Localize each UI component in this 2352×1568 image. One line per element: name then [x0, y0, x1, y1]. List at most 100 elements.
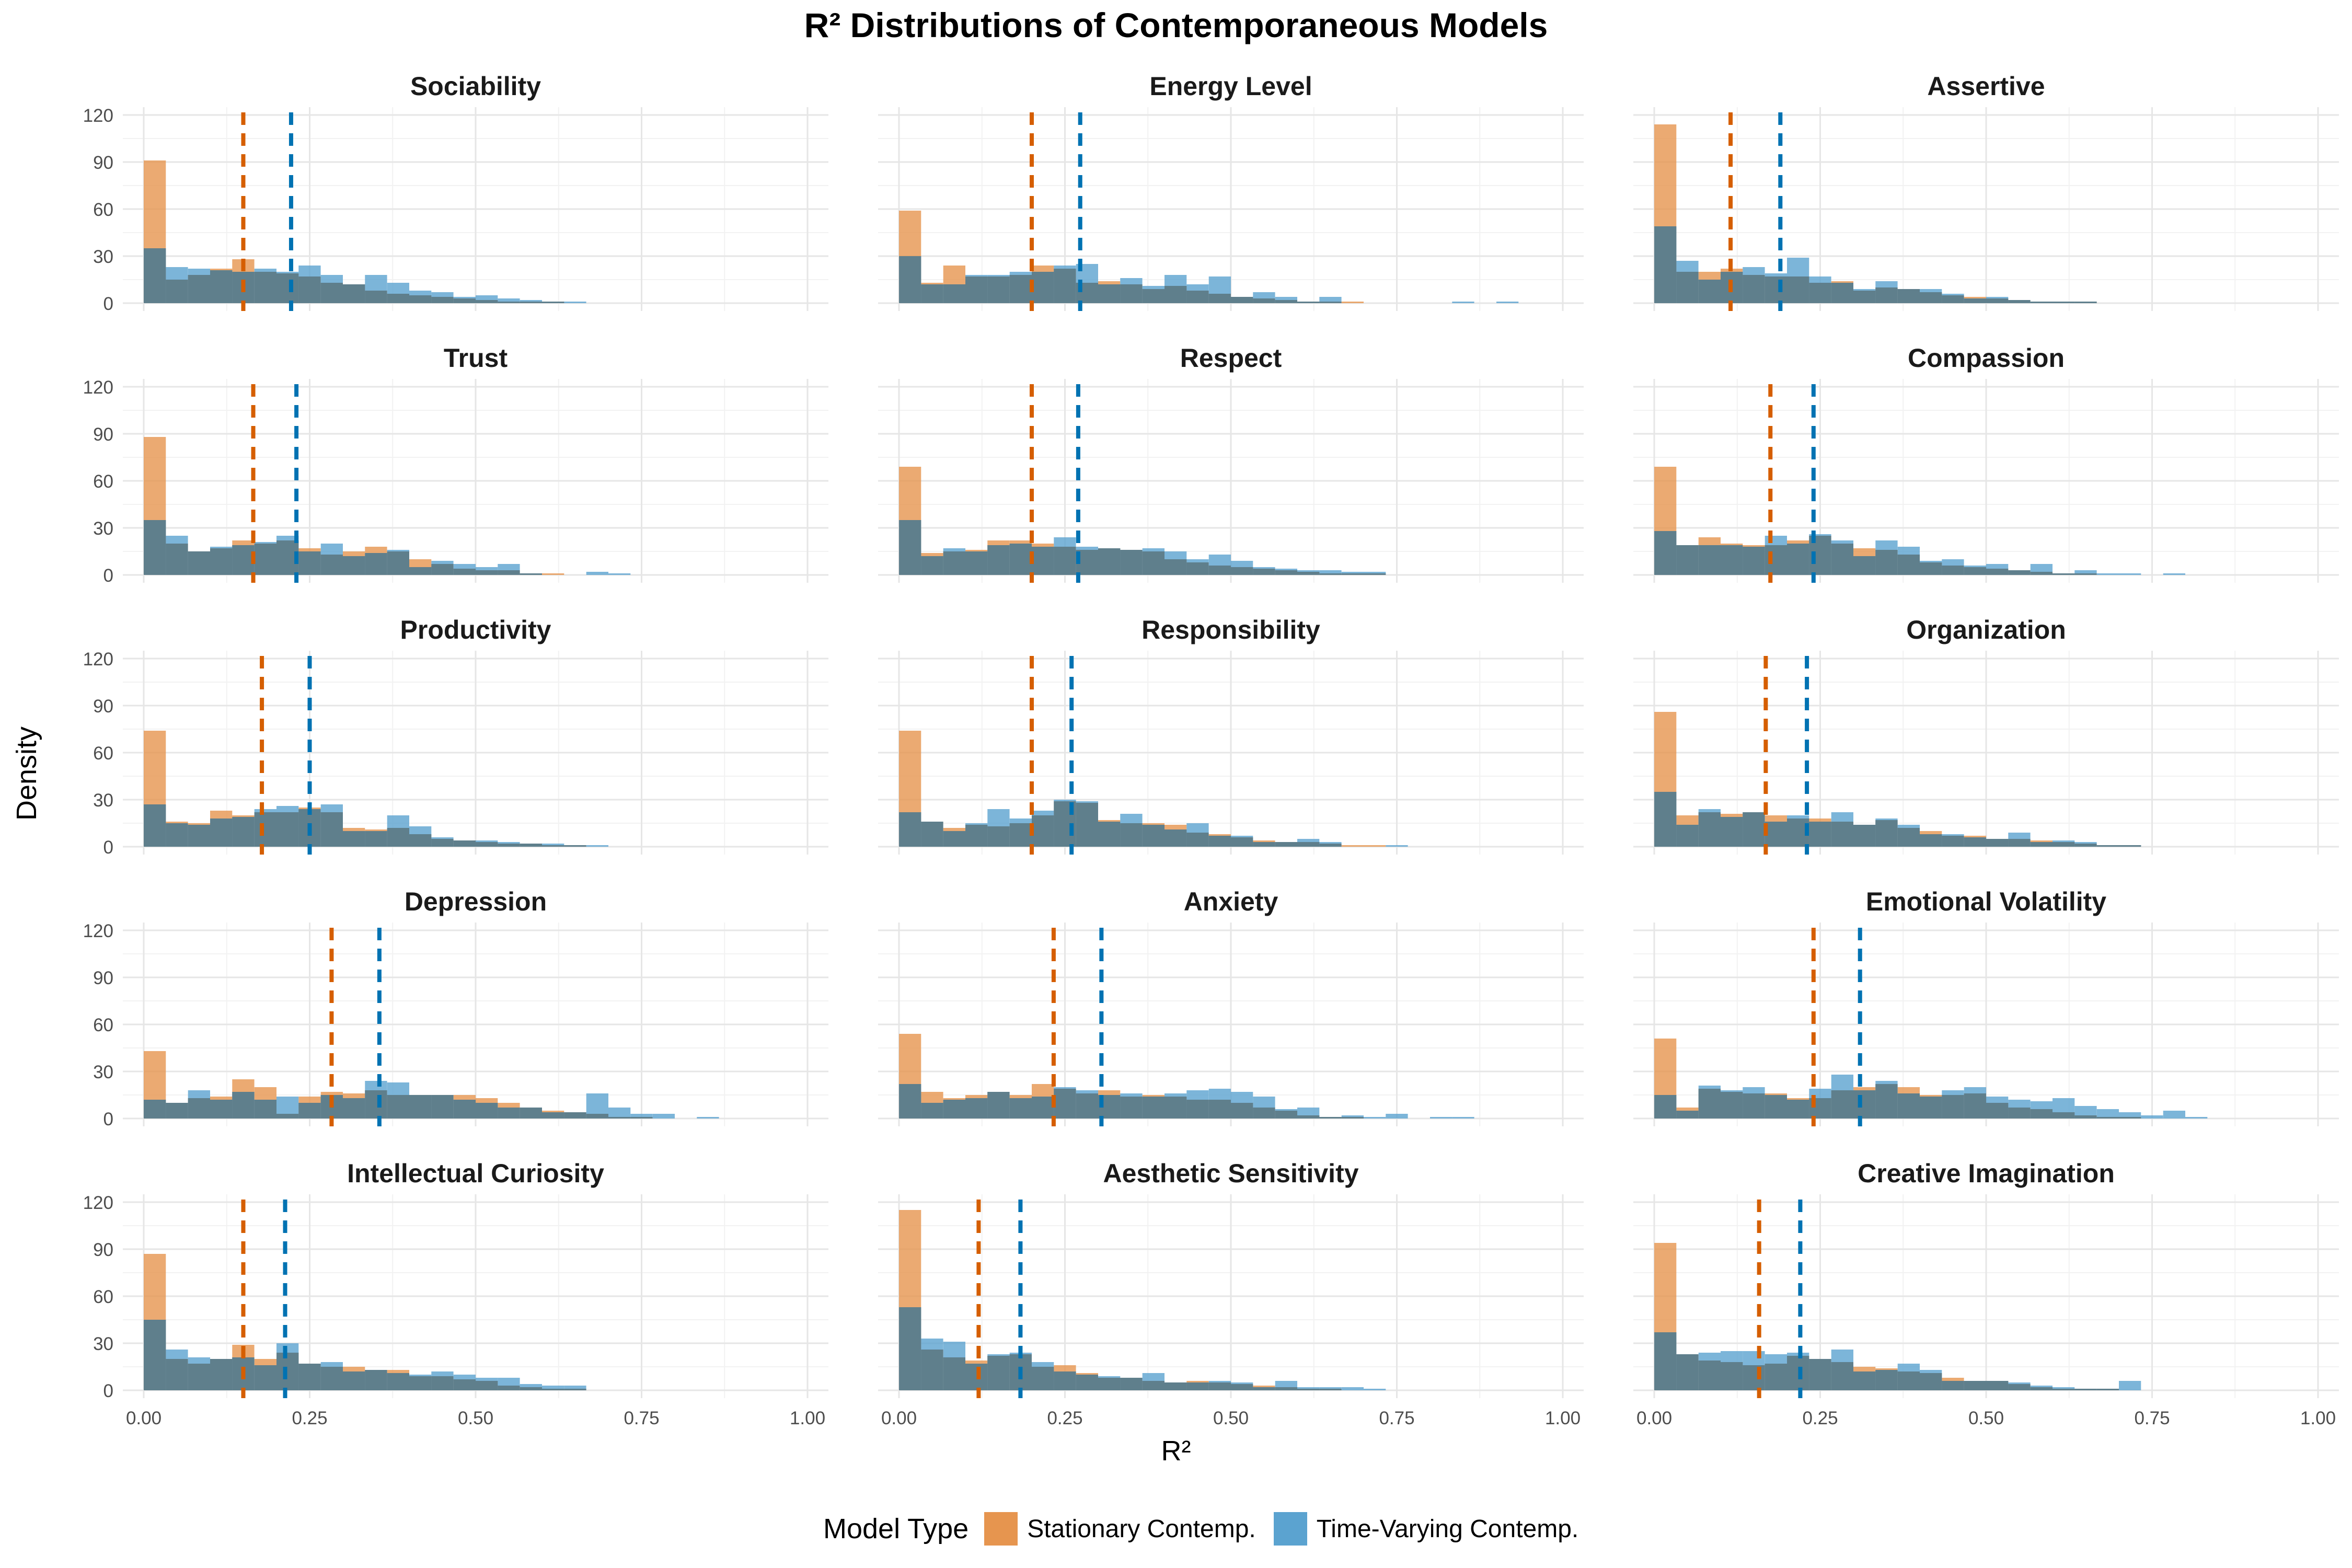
bar-overlap — [1142, 289, 1165, 303]
bar-overlap — [254, 812, 276, 847]
bar-overlap — [1120, 823, 1143, 847]
x-tick-label: 0.75 — [624, 1408, 659, 1428]
bar-overlap — [498, 1386, 520, 1390]
bar-overlap — [1831, 1090, 1853, 1119]
bar-overlap — [365, 553, 387, 575]
bar-overlap — [1098, 822, 1121, 847]
bar-overlap — [943, 284, 965, 303]
bar-overlap — [2008, 1108, 2031, 1119]
bar-overlap — [1009, 275, 1032, 303]
bar-overlap — [1231, 1103, 1253, 1119]
x-tick-label: 0.25 — [1047, 1408, 1082, 1428]
bar-timevarying — [542, 1386, 564, 1390]
legend-label-stationary: Stationary Contemp. — [1027, 1515, 1256, 1543]
bar-overlap — [210, 270, 233, 303]
bar-overlap — [2008, 570, 2031, 575]
bar-overlap — [1721, 545, 1743, 575]
bar-overlap — [409, 567, 432, 575]
bar-overlap — [1964, 1381, 1986, 1390]
bar-overlap — [2030, 302, 2053, 303]
bar-overlap — [1275, 1387, 1297, 1390]
y-tick-label: 60 — [93, 200, 113, 220]
bar-overlap — [987, 276, 1010, 303]
legend-label-timevarying: Time-Varying Contemp. — [1316, 1515, 1579, 1543]
panel-title: Creative Imagination — [1858, 1159, 2115, 1188]
panel-depression: Depression 0 30 60 90 120 — [83, 887, 828, 1129]
bar-overlap — [1743, 547, 1765, 575]
panel-creative-imagination: Creative Imagination 0.00 0.25 0.50 0.75 1.00 — [1633, 1159, 2339, 1428]
bar-overlap — [1920, 1097, 1942, 1119]
bar-overlap — [899, 1084, 921, 1119]
bar-overlap — [1765, 276, 1787, 303]
x-tick-label: 0.25 — [1802, 1408, 1838, 1428]
bar-overlap — [1275, 570, 1297, 575]
bar-overlap — [232, 1092, 255, 1119]
bar-overlap — [520, 573, 542, 575]
bar-overlap — [1275, 1111, 1297, 1119]
bar-overlap — [1831, 544, 1853, 575]
bar-overlap — [2053, 842, 2075, 847]
bar-overlap — [1897, 289, 1920, 303]
bar-overlap — [1186, 1382, 1209, 1390]
bar-overlap — [1032, 1097, 1054, 1119]
bar-overlap — [1875, 1370, 1898, 1390]
bar-overlap — [1920, 562, 1942, 575]
y-tick-label: 60 — [93, 1015, 113, 1035]
bar-overlap — [298, 1103, 321, 1119]
bar-overlap — [298, 1364, 321, 1390]
bar-overlap — [343, 556, 365, 575]
bar-overlap — [453, 1379, 476, 1390]
panel-anxiety: Anxiety — [878, 887, 1584, 1126]
bar-overlap — [564, 1389, 586, 1390]
bar-overlap — [1231, 297, 1253, 303]
bar-overlap — [1942, 1095, 1964, 1119]
bar-timevarying — [586, 572, 608, 575]
panel-energy-level: Energy Level — [878, 72, 1584, 311]
bar-overlap — [1897, 828, 1920, 847]
legend-title: Model Type — [823, 1513, 969, 1544]
bar-overlap — [1743, 1093, 1765, 1119]
bar-timevarying — [630, 1114, 653, 1119]
bar-overlap — [1809, 822, 1831, 847]
bar-overlap — [1120, 1378, 1143, 1390]
bar-overlap — [1831, 822, 1853, 847]
bar-overlap — [1831, 1362, 1853, 1390]
bar-overlap — [921, 1103, 943, 1119]
bar-overlap — [1875, 820, 1898, 847]
y-tick-label: 0 — [103, 837, 113, 858]
bar-overlap — [387, 294, 409, 303]
panel-intellectual-curiosity: Intellectual Curiosity 0 30 60 90 120 0.00 0.25… — [83, 1159, 828, 1428]
bar-overlap — [431, 564, 454, 575]
bar-overlap — [899, 1307, 921, 1390]
x-tick-label: 1.00 — [790, 1408, 825, 1428]
bar-overlap — [1319, 302, 1342, 303]
bar-overlap — [498, 570, 520, 575]
bar-overlap — [1231, 837, 1253, 847]
bar-overlap — [210, 1359, 233, 1390]
bar-overlap — [2053, 1389, 2075, 1390]
bar-overlap — [232, 817, 255, 847]
panel-title: Energy Level — [1149, 72, 1312, 101]
bar-overlap — [987, 1356, 1010, 1390]
x-tick-label: 0.75 — [2134, 1408, 2170, 1428]
bar-timevarying — [2096, 1109, 2119, 1119]
bar-overlap — [166, 544, 188, 575]
bar-overlap — [1743, 1365, 1765, 1390]
bar-timevarying — [1364, 1117, 1386, 1119]
panel-respect: Respect — [878, 343, 1584, 583]
panel-productivity: Productivity 0 30 60 90 120 — [83, 615, 828, 858]
panel-trust: Trust 0 30 60 90 120 — [83, 343, 828, 586]
bar-overlap — [210, 1100, 233, 1119]
bar-overlap — [1165, 559, 1187, 575]
bar-overlap — [453, 298, 476, 303]
bar-overlap — [431, 1095, 454, 1119]
bar-overlap — [1654, 1332, 1677, 1390]
bar-timevarying — [1496, 302, 1519, 303]
bar-overlap — [1787, 544, 1809, 575]
y-tick-label: 30 — [93, 1334, 113, 1354]
legend: Model Type Stationary Contemp. Time-Vary… — [823, 1505, 1596, 1552]
bar-overlap — [542, 1389, 564, 1390]
bar-timevarying — [1452, 302, 1474, 303]
bar-overlap — [254, 544, 276, 575]
bar-overlap — [943, 831, 965, 847]
